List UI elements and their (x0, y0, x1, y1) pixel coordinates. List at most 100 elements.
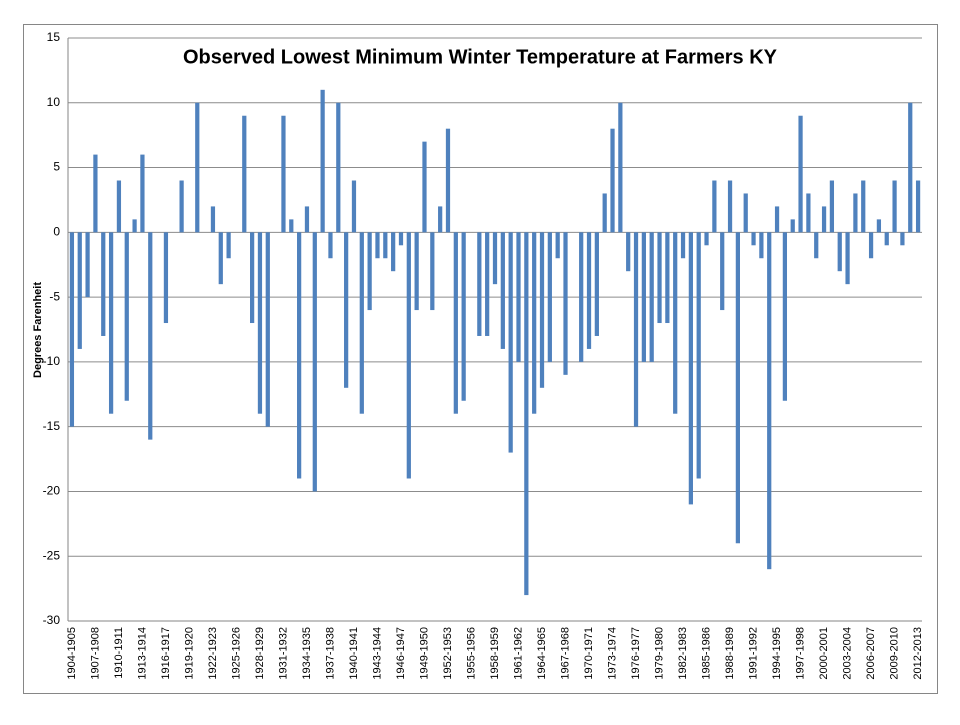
x-tick-label: 1904-1905 (66, 627, 78, 680)
bar (124, 232, 129, 401)
bar (915, 180, 921, 233)
bar (289, 219, 294, 233)
bar (328, 232, 333, 259)
bar (774, 206, 780, 233)
bar (798, 115, 803, 233)
x-tick-label: 1946-1947 (395, 627, 407, 680)
bar (242, 115, 247, 233)
y-tick-label: -30 (43, 613, 61, 627)
bar (85, 232, 90, 298)
bar (336, 102, 341, 233)
bar (179, 180, 184, 233)
bar (845, 232, 850, 285)
bar (547, 232, 552, 362)
bar (696, 232, 701, 479)
x-tick-label: 1925-1926 (230, 627, 242, 680)
bar (602, 193, 607, 233)
bar (626, 232, 631, 272)
x-tick-label: 1913-1914 (136, 627, 148, 680)
bar (297, 232, 302, 479)
bar (132, 219, 137, 233)
bar (868, 232, 874, 259)
bar (908, 102, 913, 233)
bar (453, 232, 458, 414)
bar (210, 206, 216, 233)
x-tick-label: 1919-1920 (183, 627, 195, 680)
x-tick-label: 1907-1908 (89, 627, 101, 680)
bar (281, 115, 286, 233)
bar (398, 232, 404, 246)
y-axis-label: Degrees Farenheit (32, 282, 44, 378)
bar (539, 232, 545, 388)
bar (610, 128, 615, 233)
bar (594, 232, 599, 336)
x-tick-label: 2012-2013 (912, 627, 924, 680)
bar (782, 232, 788, 401)
bar (673, 232, 678, 414)
bar (226, 232, 231, 259)
x-tick-label: 1973-1974 (606, 627, 618, 680)
bar (563, 232, 568, 375)
y-tick-label: -25 (43, 548, 61, 562)
bar (751, 232, 756, 246)
bar (257, 232, 263, 414)
bar (140, 154, 145, 233)
bar (93, 154, 98, 233)
bar (508, 232, 513, 453)
bar (461, 232, 466, 401)
y-tick-label: -10 (43, 354, 61, 368)
bar (406, 232, 411, 479)
x-tick-label: 2000-2001 (818, 627, 830, 680)
bar (532, 232, 537, 414)
bar (492, 232, 498, 285)
bar (163, 232, 169, 324)
bar (579, 232, 584, 362)
chart-title: Observed Lowest Minimum Winter Temperatu… (183, 46, 778, 68)
bar (555, 232, 560, 259)
bar (500, 232, 505, 349)
bar (265, 232, 270, 427)
bar (477, 232, 482, 336)
x-tick-label: 1928-1929 (254, 627, 266, 680)
x-tick-label: 1931-1932 (277, 627, 289, 680)
x-tick-label: 1970-1971 (583, 627, 595, 680)
x-tick-label: 1952-1953 (442, 627, 454, 680)
bar (414, 232, 419, 311)
x-tick-label: 1958-1959 (489, 627, 501, 680)
bar (767, 232, 772, 570)
x-tick-label: 2009-2010 (888, 627, 900, 680)
x-tick-label: 1937-1938 (324, 627, 336, 680)
y-tick-label: 10 (47, 95, 61, 109)
bar (649, 232, 654, 362)
bar (116, 180, 122, 233)
bar (195, 102, 200, 233)
x-tick-label: 1916-1917 (160, 627, 172, 680)
bar (900, 232, 905, 246)
bar (688, 232, 693, 505)
x-tick-label: 1934-1935 (301, 627, 313, 680)
bar (814, 232, 819, 259)
bar (77, 232, 82, 349)
bar (790, 219, 795, 233)
bar (320, 89, 325, 233)
y-tick-label: 0 (53, 225, 60, 239)
bar (735, 232, 740, 544)
bar (359, 232, 364, 414)
bar (884, 232, 889, 246)
bar (218, 232, 223, 285)
x-tick-label: 1964-1965 (536, 627, 548, 680)
bar (712, 180, 717, 233)
bar (148, 232, 153, 440)
bar (351, 180, 357, 233)
bar (383, 232, 388, 259)
x-tick-label: 1949-1950 (418, 627, 430, 680)
x-tick-label: 1910-1911 (113, 627, 125, 679)
bar (720, 232, 725, 311)
bar (516, 232, 521, 362)
bar (861, 180, 866, 233)
bar (743, 193, 748, 233)
x-tick-label: 2003-2004 (841, 627, 853, 680)
bar (69, 232, 75, 427)
x-tick-label: 1982-1983 (677, 627, 689, 680)
